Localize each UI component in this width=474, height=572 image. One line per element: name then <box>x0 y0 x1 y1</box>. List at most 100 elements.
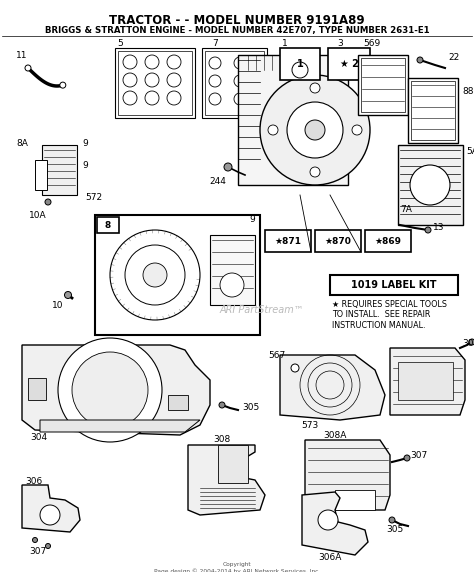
Bar <box>97 217 119 233</box>
Bar <box>361 58 405 112</box>
Bar <box>408 78 458 143</box>
Ellipse shape <box>234 75 246 87</box>
Ellipse shape <box>292 62 308 78</box>
Text: 7A: 7A <box>400 205 412 214</box>
Ellipse shape <box>219 402 225 408</box>
Text: 7: 7 <box>212 39 218 49</box>
Text: 881: 881 <box>462 88 474 97</box>
Ellipse shape <box>167 73 181 87</box>
Text: 3: 3 <box>337 39 343 49</box>
Ellipse shape <box>145 55 159 69</box>
Ellipse shape <box>40 505 60 525</box>
Ellipse shape <box>33 538 37 542</box>
Ellipse shape <box>224 163 232 171</box>
Text: 1: 1 <box>297 59 303 69</box>
Ellipse shape <box>417 57 423 63</box>
Bar <box>218 445 248 483</box>
Text: 8: 8 <box>105 220 111 229</box>
Bar <box>328 48 370 80</box>
Ellipse shape <box>220 273 244 297</box>
Ellipse shape <box>287 102 343 158</box>
Ellipse shape <box>389 517 395 523</box>
Ellipse shape <box>72 352 148 428</box>
Text: 308A: 308A <box>323 431 346 440</box>
Text: 307: 307 <box>29 547 46 557</box>
Ellipse shape <box>209 75 221 87</box>
Ellipse shape <box>234 93 246 105</box>
Bar <box>335 490 375 510</box>
Text: 573: 573 <box>301 420 319 430</box>
Ellipse shape <box>145 73 159 87</box>
Ellipse shape <box>123 55 137 69</box>
Ellipse shape <box>469 339 474 345</box>
Ellipse shape <box>60 82 66 88</box>
Ellipse shape <box>352 125 362 135</box>
Text: 10: 10 <box>52 300 64 309</box>
Ellipse shape <box>305 120 325 140</box>
Bar <box>411 81 455 140</box>
Ellipse shape <box>291 364 299 372</box>
Ellipse shape <box>410 165 450 205</box>
Bar <box>398 362 453 400</box>
Ellipse shape <box>234 57 246 69</box>
Bar <box>365 230 411 252</box>
Text: 572: 572 <box>85 193 102 202</box>
Text: 306A: 306A <box>319 554 342 562</box>
Ellipse shape <box>318 510 338 530</box>
Ellipse shape <box>46 543 51 549</box>
Text: 307: 307 <box>410 451 427 460</box>
Bar <box>358 55 408 115</box>
Text: 22: 22 <box>448 54 459 62</box>
Text: TRACTOR - - MODEL NUMBER 9191A89: TRACTOR - - MODEL NUMBER 9191A89 <box>109 14 365 27</box>
Polygon shape <box>390 348 465 415</box>
Text: BRIGGS & STRATTON ENGINE - MODEL NUMBER 42E707, TYPE NUMBER 2631-E1: BRIGGS & STRATTON ENGINE - MODEL NUMBER … <box>45 26 429 35</box>
Bar <box>42 145 77 195</box>
Ellipse shape <box>425 227 431 233</box>
Text: 11: 11 <box>16 51 28 61</box>
Bar <box>205 51 264 115</box>
Ellipse shape <box>209 93 221 105</box>
Text: 308: 308 <box>213 435 231 444</box>
Ellipse shape <box>167 91 181 105</box>
Polygon shape <box>302 492 368 555</box>
Polygon shape <box>305 440 390 510</box>
Bar <box>238 55 348 185</box>
Polygon shape <box>22 485 80 532</box>
Text: 8A: 8A <box>16 138 28 148</box>
Ellipse shape <box>145 91 159 105</box>
Text: 9: 9 <box>82 161 88 169</box>
Text: 1: 1 <box>282 39 288 49</box>
Bar <box>118 51 192 115</box>
Text: 305: 305 <box>242 403 259 412</box>
Ellipse shape <box>209 57 221 69</box>
Bar <box>210 235 255 305</box>
Ellipse shape <box>25 65 31 71</box>
Ellipse shape <box>123 91 137 105</box>
Text: 567: 567 <box>268 351 285 359</box>
Text: 13: 13 <box>433 224 445 232</box>
Ellipse shape <box>404 455 410 461</box>
Ellipse shape <box>123 73 137 87</box>
Polygon shape <box>40 420 200 432</box>
Text: ★870: ★870 <box>325 236 351 245</box>
Ellipse shape <box>310 83 320 93</box>
Text: 305: 305 <box>462 339 474 348</box>
Ellipse shape <box>143 263 167 287</box>
Ellipse shape <box>268 125 278 135</box>
Bar <box>280 48 320 80</box>
Text: 305: 305 <box>386 526 404 534</box>
Ellipse shape <box>45 199 51 205</box>
Text: ★871: ★871 <box>274 236 301 245</box>
Text: ★ REQUIRES SPECIAL TOOLS
TO INSTALL.  SEE REPAIR
INSTRUCTION MANUAL.: ★ REQUIRES SPECIAL TOOLS TO INSTALL. SEE… <box>332 300 447 330</box>
Text: 304: 304 <box>30 434 47 443</box>
Ellipse shape <box>167 55 181 69</box>
Text: 10A: 10A <box>29 210 47 220</box>
Bar <box>168 395 188 410</box>
Ellipse shape <box>310 167 320 177</box>
Ellipse shape <box>64 292 72 299</box>
Text: 9: 9 <box>82 138 88 148</box>
Text: 569: 569 <box>363 39 380 49</box>
Ellipse shape <box>125 245 185 305</box>
Text: 5: 5 <box>117 39 123 49</box>
Text: ★ 2: ★ 2 <box>339 59 358 69</box>
